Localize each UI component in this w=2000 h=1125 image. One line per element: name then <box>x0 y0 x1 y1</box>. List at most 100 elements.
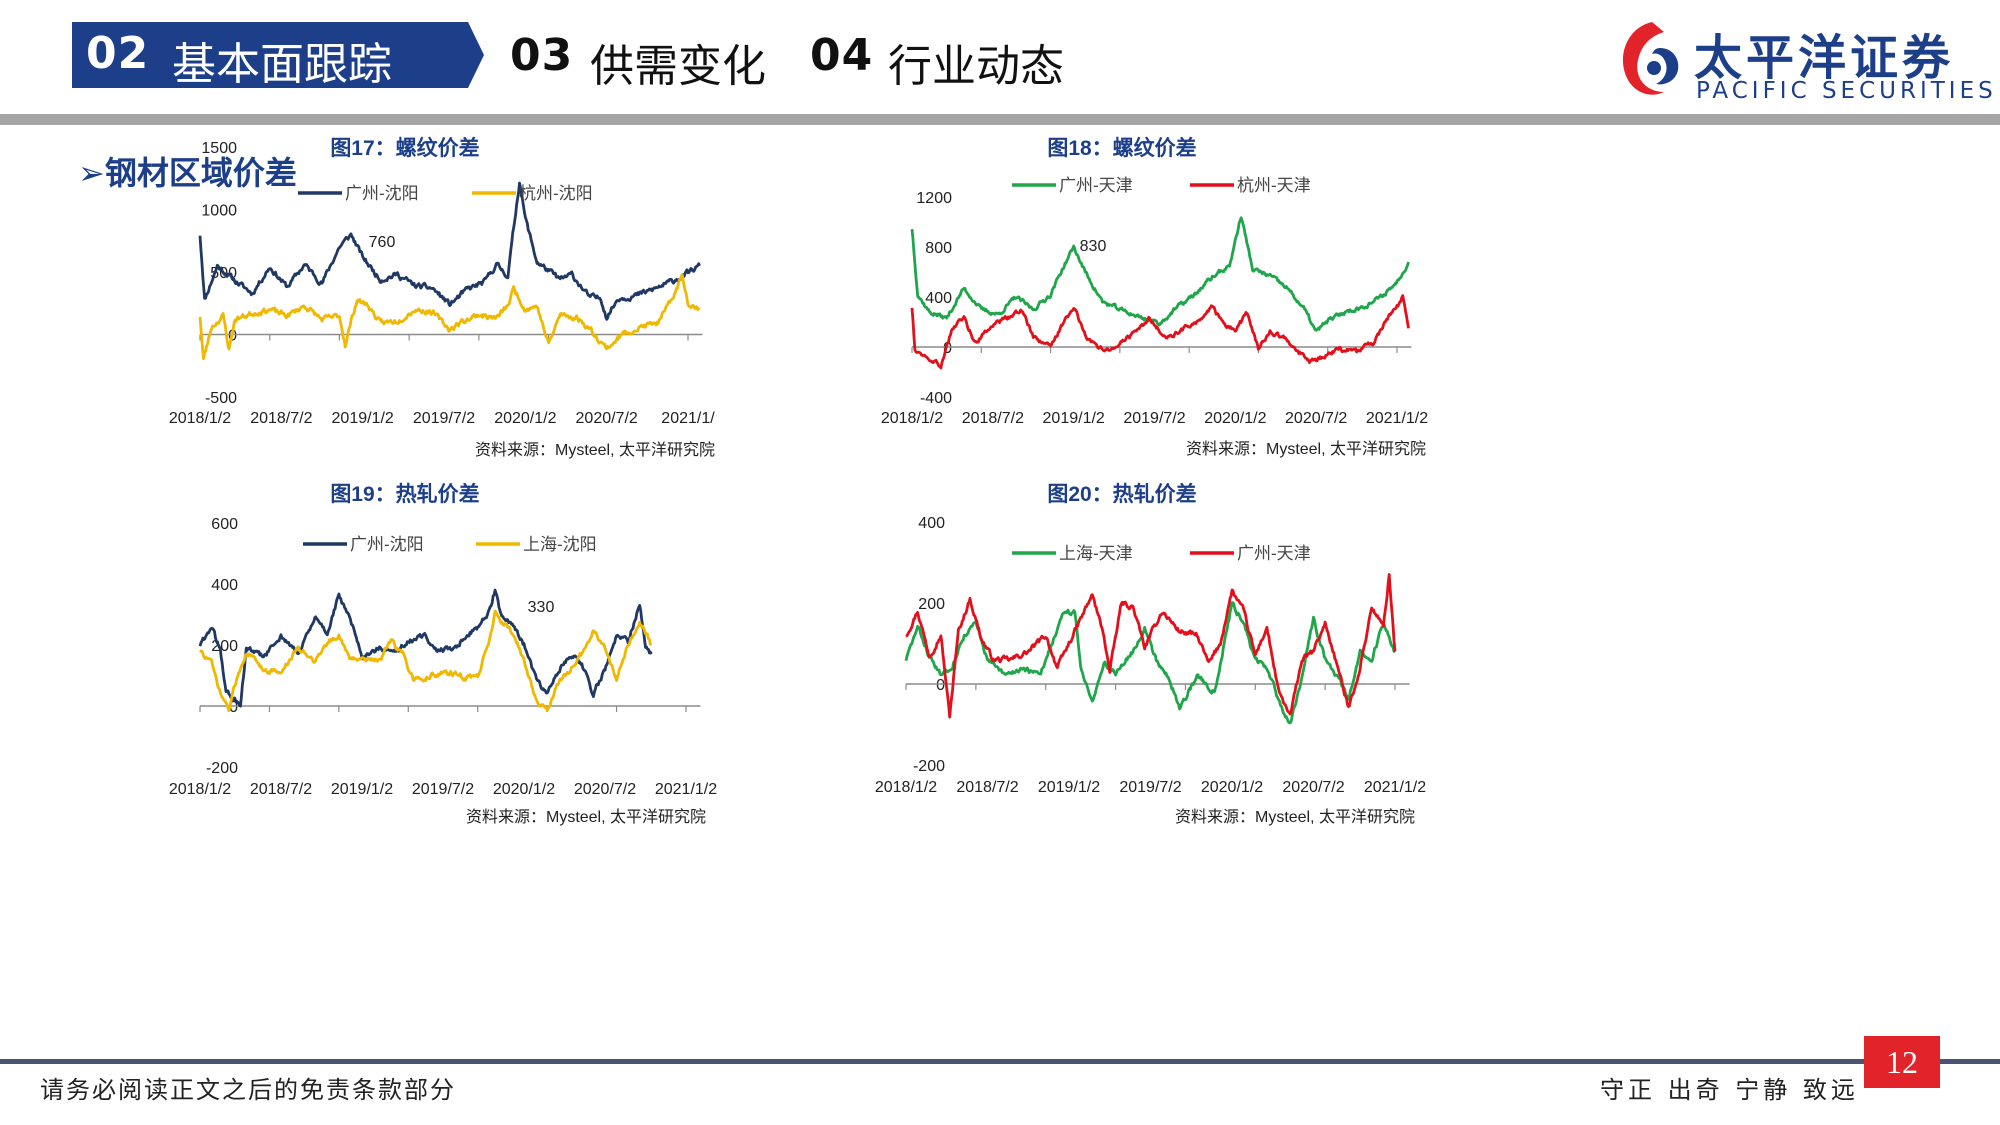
page-number: 12 <box>1864 1036 1940 1088</box>
active-tab-shape <box>72 22 484 88</box>
legend-label: 广州-沈阳 <box>345 184 419 203</box>
tab-number[interactable]: 04 <box>810 30 874 81</box>
y-tick-label: -200 <box>913 758 945 775</box>
x-tick-label: 2020/1/2 <box>494 410 556 427</box>
tab-label-supply-demand[interactable]: 供需变化 <box>590 41 766 92</box>
x-tick-label: 2018/1/2 <box>875 779 937 796</box>
x-tick-label: 2018/1/2 <box>881 410 943 427</box>
y-tick-label: 200 <box>918 596 945 613</box>
legend-label: 杭州-天津 <box>1237 176 1311 195</box>
x-tick-label: 2019/1/2 <box>1038 779 1100 796</box>
series-line-1 <box>198 273 701 361</box>
x-tick-label: 2019/7/2 <box>413 410 475 427</box>
chart-fig20: 图20：热轧价差 400 200 0 -200 2018/1/2 2018/7/2 2019/… <box>875 482 1830 1055</box>
y-tick-label: 1500 <box>201 140 237 157</box>
footer-divider <box>0 1059 2000 1064</box>
x-tick-label: 2018/1/2 <box>169 410 231 427</box>
tab-label: 基本面跟踪 <box>172 39 392 90</box>
footer-disclaimer: 请务必阅读正文之后的免责条款部分 <box>40 1076 456 1104</box>
chart-title: 图17：螺纹价差 <box>330 136 479 160</box>
legend-label: 上海-天津 <box>1059 544 1133 563</box>
x-tick-label: 2019/1/2 <box>1043 410 1105 427</box>
x-tick-label: 2020/1/2 <box>493 781 555 798</box>
x-tick-label: 2020/7/2 <box>1285 410 1347 427</box>
x-tick-label: 2020/1/2 <box>1204 410 1266 427</box>
y-tick-label: 1200 <box>916 190 952 207</box>
logo-chinese-text: 太平洋证券 <box>1694 30 1955 86</box>
chart-title: 图20：热轧价差 <box>1047 482 1196 506</box>
x-tick-label: 2018/1/2 <box>169 781 231 798</box>
chart-fig17: 图17：螺纹价差 1500 1000 500 0 -500 2018/1/2 2018/7/2… <box>169 136 920 590</box>
chart-source: 资料来源：Mysteel, 太平洋研究院 <box>1186 440 1426 458</box>
series-line-1 <box>910 294 1410 370</box>
series-line-1 <box>198 609 653 712</box>
chart-source: 资料来源：Mysteel, 太平洋研究院 <box>475 441 715 459</box>
tab-label-industry-news[interactable]: 行业动态 <box>888 41 1064 92</box>
data-annotation: 830 <box>1080 238 1107 255</box>
tab-fundamentals-active[interactable]: 02 基本面跟踪 <box>72 22 484 90</box>
x-tick-label: 2020/1/2 <box>1201 779 1263 796</box>
y-tick-label: 400 <box>918 515 945 532</box>
x-tick-label: 2019/7/2 <box>1119 779 1181 796</box>
chart-fig19: 图19：热轧价差 600 400 200 0 -200 2018/1/2 2018/7/2 20… <box>169 482 920 1055</box>
x-tick-label: 2018/7/2 <box>250 410 312 427</box>
chart-fig18: 图18：螺纹价差 1200 800 400 0 -400 2018/1/2 2018/7/2 2… <box>881 136 1830 590</box>
series-line-1 <box>905 573 1397 719</box>
series-line-0 <box>198 181 701 321</box>
chart-title: 图19：热轧价差 <box>330 482 479 506</box>
data-annotation: 760 <box>369 234 396 251</box>
legend-label: 广州-沈阳 <box>350 535 424 554</box>
x-tick-label: 2019/1/2 <box>332 410 394 427</box>
data-annotation: 330 <box>528 599 555 616</box>
chart-svg: 图18：螺纹价差 1200 800 400 0 -400 2018/1/2 2018/7/2 2… <box>881 136 1428 458</box>
chart-svg: 图20：热轧价差 400 200 0 -200 2018/1/2 2018/7/2 2019/… <box>875 482 1426 826</box>
section-title-text: 钢材区域价差 <box>104 154 297 192</box>
y-tick-label: 0 <box>936 677 945 694</box>
y-tick-label: 800 <box>925 240 952 257</box>
x-tick-label: 2020/7/2 <box>574 781 636 798</box>
x-tick-label: 2020/7/2 <box>1282 779 1344 796</box>
legend-label: 杭州-沈阳 <box>519 184 593 203</box>
x-tick-label: 2021/1/2 <box>655 781 717 798</box>
legend-label: 广州-天津 <box>1237 544 1311 563</box>
tab-number[interactable]: 03 <box>510 30 574 81</box>
chart-title: 图18：螺纹价差 <box>1047 136 1196 160</box>
x-tick-label: 2020/7/2 <box>576 410 638 427</box>
series-line-0 <box>904 601 1396 725</box>
x-tick-label: 2019/7/2 <box>412 781 474 798</box>
y-tick-label: -400 <box>920 390 952 407</box>
chart-source: 资料来源：Mysteel, 太平洋研究院 <box>1175 808 1415 826</box>
header-bar: 02 基本面跟踪 03 供需变化 04 行业动态 太平洋证券 PACIFIC S… <box>0 0 2000 118</box>
header-divider <box>0 114 2000 125</box>
y-tick-label: 400 <box>925 290 952 307</box>
x-tick-label: 2018/7/2 <box>962 410 1024 427</box>
y-tick-label: 400 <box>211 577 238 594</box>
y-tick-label: 0 <box>229 699 238 716</box>
y-tick-label: 0 <box>943 340 952 357</box>
x-tick-label: 2019/7/2 <box>1123 410 1185 427</box>
x-tick-label: 2019/1/2 <box>331 781 393 798</box>
logo-english-text: PACIFIC SECURITIES <box>1696 78 1997 104</box>
x-tick-label: 2018/7/2 <box>250 781 312 798</box>
x-tick-label: 2021/1/2 <box>1366 410 1428 427</box>
x-tick-label: 2021/1/2 <box>1364 779 1426 796</box>
footer-motto: 守正 出奇 宁静 致远 <box>1600 1076 1859 1104</box>
logo-mark-icon <box>1622 22 1679 95</box>
y-tick-label: 1000 <box>201 203 237 220</box>
series-line-0 <box>198 588 653 708</box>
company-logo: 太平洋证券 PACIFIC SECURITIES <box>1608 18 1993 108</box>
tab-number: 02 <box>86 28 150 79</box>
y-tick-label: 600 <box>211 516 238 533</box>
y-tick-label: -200 <box>206 760 238 777</box>
legend-label: 上海-沈阳 <box>523 535 597 554</box>
x-tick-label: 2018/7/2 <box>956 779 1018 796</box>
section-title: ➢钢材区域价差 <box>78 148 297 194</box>
chart-source: 资料来源：Mysteel, 太平洋研究院 <box>466 808 706 826</box>
arrow-bullet-icon: ➢ <box>78 154 105 192</box>
series-line-0 <box>910 216 1410 332</box>
legend-label: 广州-天津 <box>1059 176 1133 195</box>
y-tick-label: -500 <box>205 390 237 407</box>
x-tick-label: 2021/1/ <box>661 410 715 427</box>
